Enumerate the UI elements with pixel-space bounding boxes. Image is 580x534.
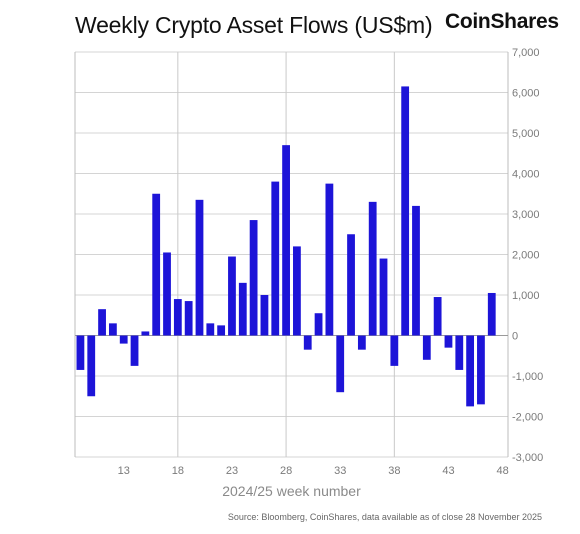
y-tick-label: 3,000	[512, 209, 540, 221]
bar-week-38	[390, 335, 399, 366]
bar-week-15	[141, 331, 150, 336]
bar-week-20	[195, 199, 204, 336]
bar-week-17	[163, 252, 171, 336]
x-tick-label: 28	[280, 465, 292, 477]
bar-week-35	[357, 335, 366, 350]
bar-week-23	[228, 256, 236, 336]
x-axis-label: 2024/25 week number	[222, 483, 361, 499]
bar-week-44	[455, 335, 464, 370]
grid-lines	[74, 51, 509, 458]
x-tick-label: 38	[388, 465, 400, 477]
bar-week-37	[379, 258, 388, 336]
bar-week-25	[249, 220, 258, 336]
bar-week-40	[412, 205, 420, 336]
source-note: Source: Bloomberg, CoinShares, data avai…	[227, 512, 542, 522]
x-tick-label: 43	[442, 465, 454, 477]
bar-week-41	[422, 335, 431, 360]
bar-week-14	[130, 335, 139, 366]
bar-week-34	[347, 234, 355, 336]
bar-week-39	[401, 86, 410, 336]
bar-week-32	[325, 183, 334, 336]
x-tick-label: 33	[334, 465, 346, 477]
bar-week-24	[238, 282, 247, 336]
y-tick-label: 1,000	[512, 290, 540, 302]
bar-week-12	[108, 323, 117, 336]
bar-week-22	[217, 325, 226, 336]
y-tick-label: 6,000	[512, 88, 540, 100]
y-tick-label: 5,000	[512, 128, 540, 140]
y-tick-label: -1,000	[512, 371, 543, 383]
x-tick-label: 23	[226, 465, 238, 477]
coinshares-logo: CoinShares	[445, 10, 559, 33]
bar-week-16	[152, 193, 161, 336]
bar-week-9	[76, 335, 85, 370]
bar-week-26	[260, 295, 269, 336]
bar-week-47	[487, 292, 496, 336]
y-tick-label: 0	[512, 331, 518, 343]
bar-week-46	[477, 335, 485, 405]
bar-week-43	[444, 335, 453, 348]
bar-week-11	[98, 309, 106, 336]
bar-week-21	[206, 323, 215, 336]
y-tick-label: 4,000	[512, 169, 540, 181]
bars	[76, 86, 496, 407]
y-tick-label: -3,000	[512, 452, 543, 464]
bar-week-10	[87, 335, 96, 397]
y-tick-label: 2,000	[512, 250, 540, 262]
bar-week-30	[303, 335, 312, 350]
bar-week-45	[466, 335, 475, 407]
bar-week-19	[184, 301, 193, 336]
x-tick-label: 18	[172, 465, 184, 477]
bar-week-31	[314, 313, 323, 336]
bar-week-29	[293, 246, 301, 336]
chart-title: Weekly Crypto Asset Flows (US$m)	[75, 12, 433, 38]
bar-week-36	[368, 201, 377, 336]
bar-week-33	[336, 335, 345, 393]
x-tick-label: 13	[118, 465, 130, 477]
bar-week-18	[173, 299, 182, 336]
x-tick-label: 48	[496, 465, 508, 477]
y-tick-label: 7,000	[512, 47, 540, 59]
y-tick-labels: 7,000 6,000 5,000 4,000 3,000 2,000 1,000 0 -1,0…	[512, 47, 543, 464]
bar-week-13	[119, 335, 128, 344]
y-tick-label: -2,000	[512, 412, 543, 424]
x-tick-labels: 13 18 23 28 33 38 43 48	[118, 465, 509, 477]
bar-week-42	[433, 297, 442, 336]
bar-week-28	[282, 145, 290, 336]
bar-week-27	[271, 181, 280, 336]
